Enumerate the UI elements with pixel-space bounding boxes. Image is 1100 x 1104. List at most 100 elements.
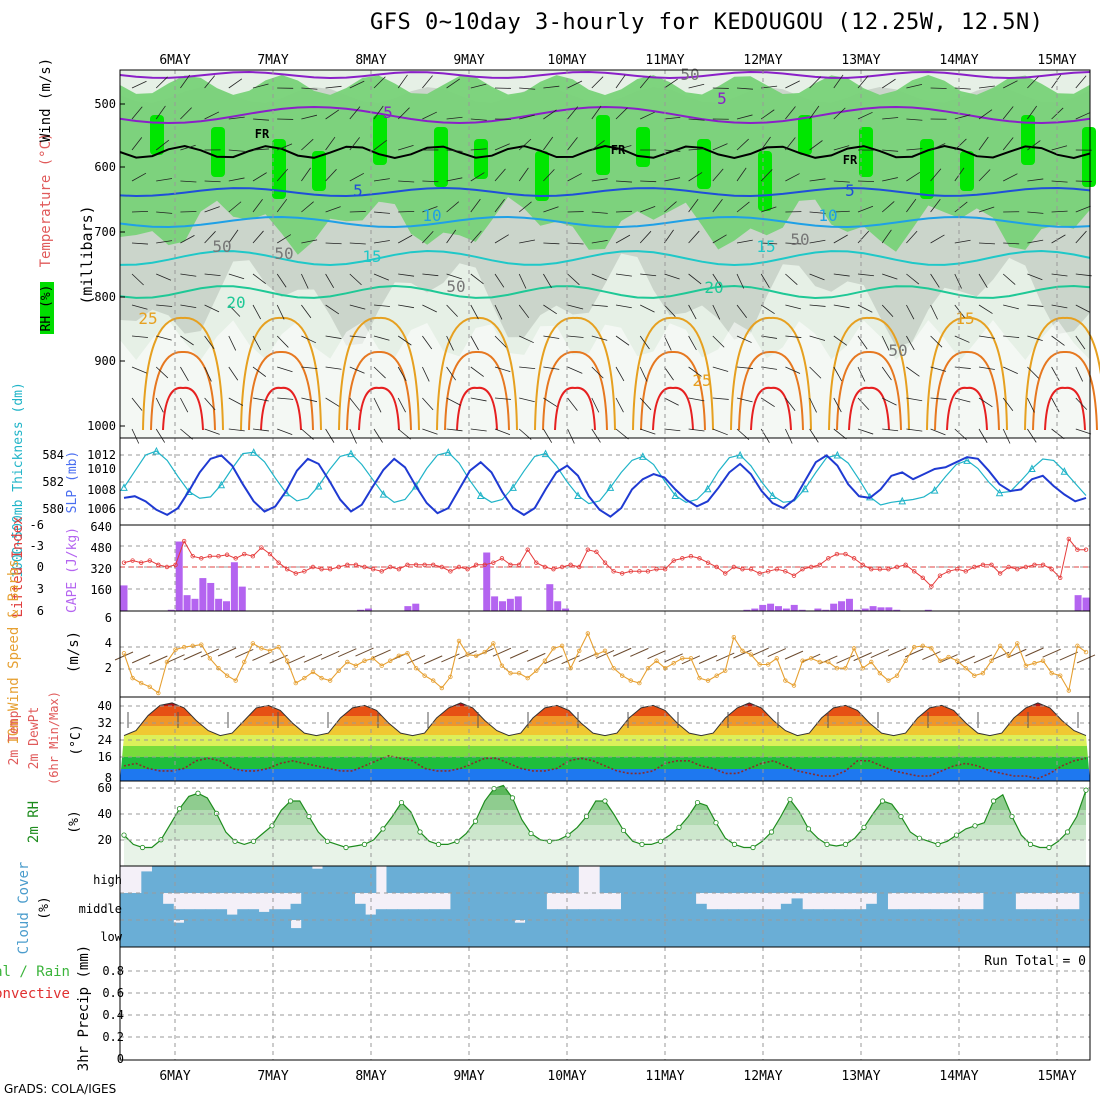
cloud-high-bar [610, 866, 621, 893]
cloud-low-bar [642, 920, 653, 947]
cloud-high-bar [962, 866, 973, 893]
cape-bar [191, 599, 198, 611]
cloud-middle-bar [376, 909, 387, 920]
cloud-middle-bar [1005, 893, 1016, 920]
cloud-high-bar [834, 866, 845, 893]
rh-marker [1028, 842, 1032, 846]
cape-bar [121, 585, 128, 611]
cloud-low-bar [994, 920, 1005, 947]
cloud-high-bar [1026, 866, 1037, 893]
cloud-middle-bar [792, 898, 803, 920]
contour-label-3: 5 [383, 103, 393, 122]
rh-marker [1010, 814, 1014, 818]
rh-marker [954, 833, 958, 837]
rh-marker [270, 824, 274, 828]
contour-label-10: 15 [756, 237, 775, 256]
cloud-middle-bar [845, 909, 856, 920]
date-label-bottom-0: 6MAY [159, 1069, 190, 1084]
cloud-middle-bar [440, 909, 451, 920]
cloud-low-bar [845, 920, 856, 947]
cloud-low-bar [472, 920, 483, 947]
thick-ytick-left-1: 582 [42, 475, 64, 489]
wind10-barb [785, 651, 803, 659]
rh-cell-12 [798, 115, 812, 155]
cloud-high-bar [259, 866, 270, 893]
cloud-middle-bar [195, 909, 206, 920]
rh-cell-6 [474, 139, 488, 179]
wind10-barb [837, 655, 855, 663]
cloud-high-bar [813, 866, 824, 893]
cloud-middle-bar [760, 909, 771, 920]
li-ytick-4: 6 [37, 604, 44, 618]
cloud-low-bar [195, 920, 206, 947]
slp-line [124, 455, 1086, 516]
cape-bar [767, 604, 774, 611]
contour-label-18: 50 [446, 277, 465, 296]
cloud-low-bar [909, 920, 920, 947]
cape-bar [870, 606, 877, 611]
cloud-middle-bar [333, 893, 344, 920]
rh-ytick-2: 20 [98, 833, 112, 847]
cloud-middle-bar [397, 909, 408, 920]
cloud-low-bar [237, 920, 248, 947]
contour-label-6: 5 [845, 181, 855, 200]
cloud-middle-bar [131, 893, 142, 920]
date-label-bottom-4: 10MAY [547, 1069, 586, 1084]
contour-label-13: 25 [138, 309, 157, 328]
wind10-barb [1043, 649, 1061, 657]
rh-marker [140, 845, 144, 849]
cloud-high-bar [685, 866, 696, 893]
cloud-high-bar [696, 866, 707, 893]
cloud-middle-bar [312, 893, 323, 920]
cloud-high-bar [450, 866, 461, 893]
date-label-bottom-5: 11MAY [645, 1069, 684, 1084]
rh-band-1 [120, 825, 1090, 840]
wind10-barb [562, 656, 580, 664]
wind10-barb [235, 649, 253, 657]
temp-band-2 [120, 746, 1090, 757]
cape-bar [1083, 598, 1090, 611]
cloud-ylabel-units: (%) [37, 896, 52, 919]
cloud-high-bar [163, 866, 174, 893]
cloud-middle-bar [930, 909, 941, 920]
cloud-high-bar [994, 866, 1005, 893]
cloud-low-bar [877, 920, 888, 947]
contour-label-20: 50 [888, 341, 907, 360]
rh-cell-17 [1082, 127, 1096, 187]
cloud-middle-bar [1037, 909, 1048, 920]
cape-bar [846, 599, 853, 611]
cloud-level-label-2: low [100, 930, 122, 944]
cloud-low-bar [546, 920, 557, 947]
date-label-bottom-6: 12MAY [743, 1069, 782, 1084]
cloud-low-bar [930, 920, 941, 947]
temp-band-4 [120, 726, 1090, 735]
cloud-high-bar [749, 866, 760, 893]
rh-marker [603, 799, 607, 803]
cloud-low-bar [834, 920, 845, 947]
rh-marker [1084, 788, 1088, 792]
cloud-middle-bar [887, 909, 898, 920]
rh-ytick-0: 60 [98, 781, 112, 795]
cloud-low-bar [706, 920, 717, 947]
cloud-low-bar [429, 920, 440, 947]
cloud-high-bar [440, 866, 451, 893]
cloud-low-bar [152, 920, 163, 947]
cloud-low-bar [355, 920, 366, 947]
cloud-middle-bar [632, 893, 643, 920]
cloud-middle-bar [834, 909, 845, 920]
cloud-high-bar [717, 866, 728, 893]
rh-marker [584, 814, 588, 818]
cloud-middle-bar [951, 909, 962, 920]
wind10-barb [115, 652, 133, 660]
cape-bar [499, 601, 506, 611]
cloud-high-bar [983, 866, 994, 893]
cloud-low-bar [1005, 920, 1016, 947]
contour-label-19: 50 [790, 230, 809, 249]
wind10-barb [132, 655, 150, 663]
cloud-low-bar [1015, 920, 1026, 947]
wind10-speed-line [124, 634, 1086, 694]
cloud-middle-bar [514, 893, 525, 920]
cloud-middle-bar [749, 909, 760, 920]
cloud-high-bar [728, 866, 739, 893]
cloud-middle-bar [738, 909, 749, 920]
